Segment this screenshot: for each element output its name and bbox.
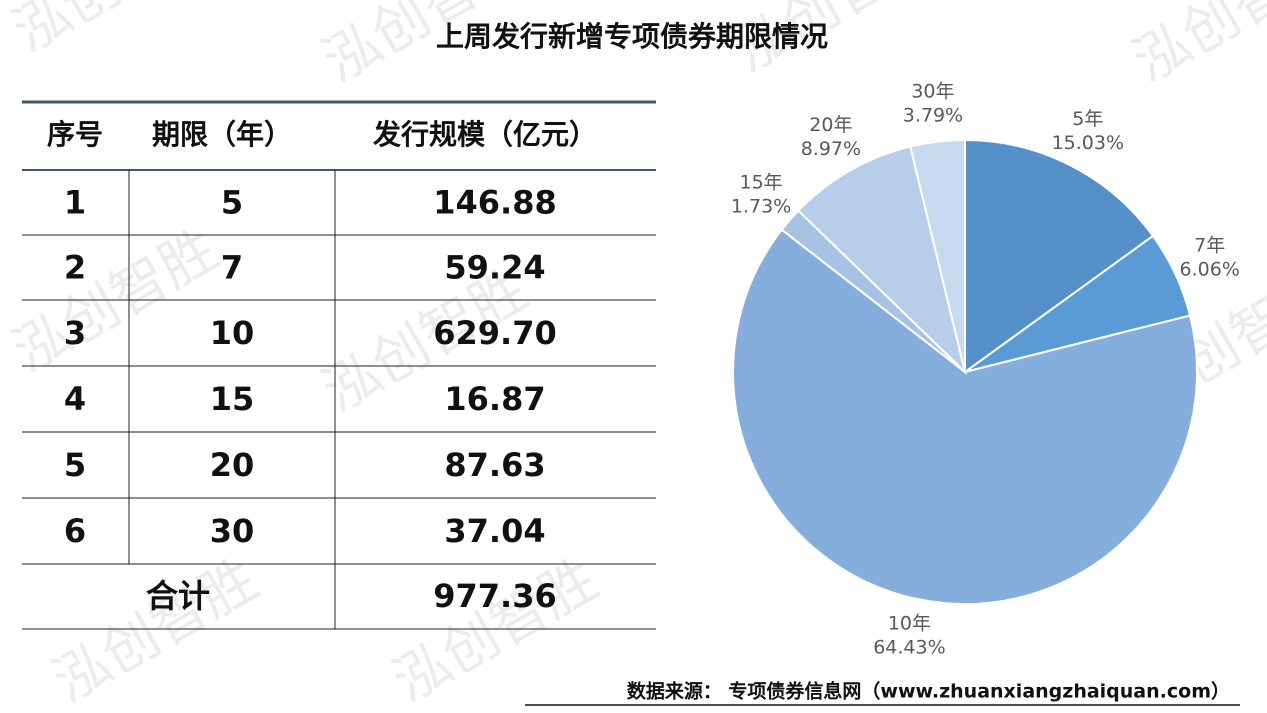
- table-cell: 37.04: [444, 512, 545, 550]
- table-cell: 16.87: [444, 380, 545, 418]
- watermark: 泓创智胜: [1122, 0, 1267, 95]
- watermark: 泓创智胜: [2, 217, 228, 385]
- slice-label: 20年: [809, 114, 852, 136]
- table-cell: 5: [221, 184, 243, 222]
- table-cell: 629.70: [433, 314, 556, 352]
- pie-slice: [909, 138, 966, 373]
- source: 数据来源： 专项债券信息网（www.zhuanxiangzhaiquan.com…: [627, 680, 1230, 703]
- table-cell: 6: [64, 512, 86, 550]
- table-header: 序号: [47, 118, 103, 151]
- table-cell: 2: [64, 249, 86, 287]
- title: 上周发行新增专项债券期限情况: [436, 20, 828, 53]
- watermark: 泓创智胜: [42, 547, 268, 713]
- table-cell: 87.63: [444, 446, 545, 484]
- slice-value-label: 3.79%: [903, 104, 963, 126]
- table-header: 期限（年）: [152, 118, 292, 151]
- slice-label: 5年: [1072, 108, 1103, 130]
- slice-value-label: 8.97%: [801, 138, 861, 160]
- table-total-value: 977.36: [433, 577, 556, 615]
- table-cell: 30: [210, 512, 255, 550]
- slice-value-label: 1.73%: [731, 196, 791, 218]
- table-header: 发行规模（亿元）: [372, 118, 597, 151]
- watermark: 泓创智胜: [722, 0, 948, 85]
- slice-label: 10年: [888, 613, 931, 635]
- pie-slice: [964, 138, 1155, 374]
- slice-value-label: 64.43%: [873, 637, 945, 659]
- pie-slice: [732, 228, 1198, 605]
- table-cell: 7: [221, 249, 243, 287]
- table-cell: 20: [210, 446, 255, 484]
- watermark: 泓创智胜: [2, 0, 228, 65]
- table-total-label: 合计: [146, 577, 210, 615]
- slice-label: 15年: [739, 172, 782, 194]
- slice-value-label: 15.03%: [1052, 132, 1124, 154]
- slice-value-label: 6.06%: [1180, 258, 1240, 280]
- table-cell: 15: [210, 380, 255, 418]
- table-cell: 3: [64, 314, 86, 352]
- slice-label: 7年: [1194, 234, 1225, 256]
- watermark: 泓创智胜: [382, 547, 608, 713]
- slice-label: 30年: [911, 80, 954, 102]
- table-cell: 1: [64, 184, 86, 222]
- table-cell: 10: [210, 314, 255, 352]
- table-cell: 4: [64, 380, 86, 418]
- table-cell: 59.24: [444, 249, 545, 287]
- table-cell: 146.88: [433, 184, 556, 222]
- table-cell: 5: [64, 446, 86, 484]
